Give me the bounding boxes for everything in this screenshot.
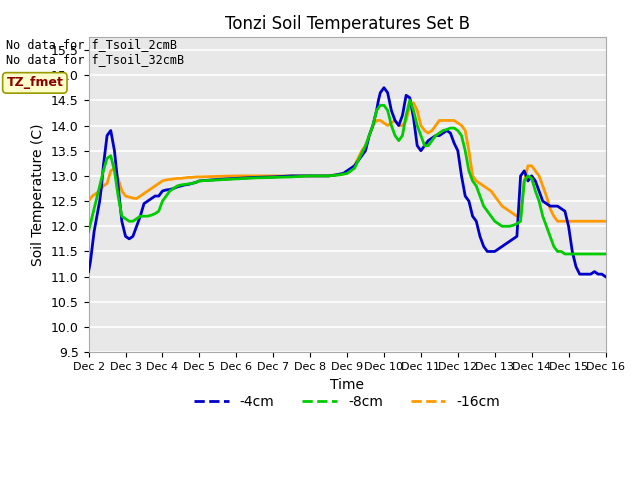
Text: TZ_fmet: TZ_fmet (6, 76, 63, 89)
-8cm (406, 97, 413, 103)
-8cm (387, 122, 395, 128)
-4cm (380, 85, 388, 91)
-4cm (524, 178, 532, 184)
Y-axis label: Soil Temperature (C): Soil Temperature (C) (31, 123, 45, 266)
-16cm (424, 130, 432, 136)
-4cm (84, 269, 92, 275)
-4cm (465, 198, 473, 204)
-8cm (602, 251, 609, 257)
Line: -4cm: -4cm (88, 88, 605, 276)
Line: -16cm: -16cm (88, 103, 605, 221)
-16cm (547, 206, 554, 212)
-16cm (602, 218, 609, 224)
-4cm (288, 173, 296, 179)
-16cm (410, 100, 417, 106)
-8cm (550, 243, 557, 249)
-8cm (583, 251, 591, 257)
-8cm (84, 228, 92, 234)
-4cm (439, 130, 447, 136)
-16cm (539, 183, 547, 189)
-16cm (561, 218, 569, 224)
Legend: -4cm, -8cm, -16cm: -4cm, -8cm, -16cm (188, 389, 506, 415)
Text: No data for f_Tsoil_2cmB
No data for f_Tsoil_32cmB: No data for f_Tsoil_2cmB No data for f_T… (6, 38, 184, 66)
-16cm (84, 198, 92, 204)
-4cm (572, 264, 580, 269)
-4cm (602, 274, 609, 279)
-8cm (180, 181, 188, 187)
-16cm (550, 213, 557, 219)
-16cm (554, 218, 561, 224)
X-axis label: Time: Time (330, 377, 364, 392)
-8cm (561, 251, 569, 257)
-4cm (535, 188, 543, 194)
-16cm (188, 175, 196, 180)
-8cm (196, 178, 204, 184)
Line: -8cm: -8cm (88, 100, 605, 254)
Title: Tonzi Soil Temperatures Set B: Tonzi Soil Temperatures Set B (225, 15, 470, 33)
-8cm (96, 183, 104, 189)
